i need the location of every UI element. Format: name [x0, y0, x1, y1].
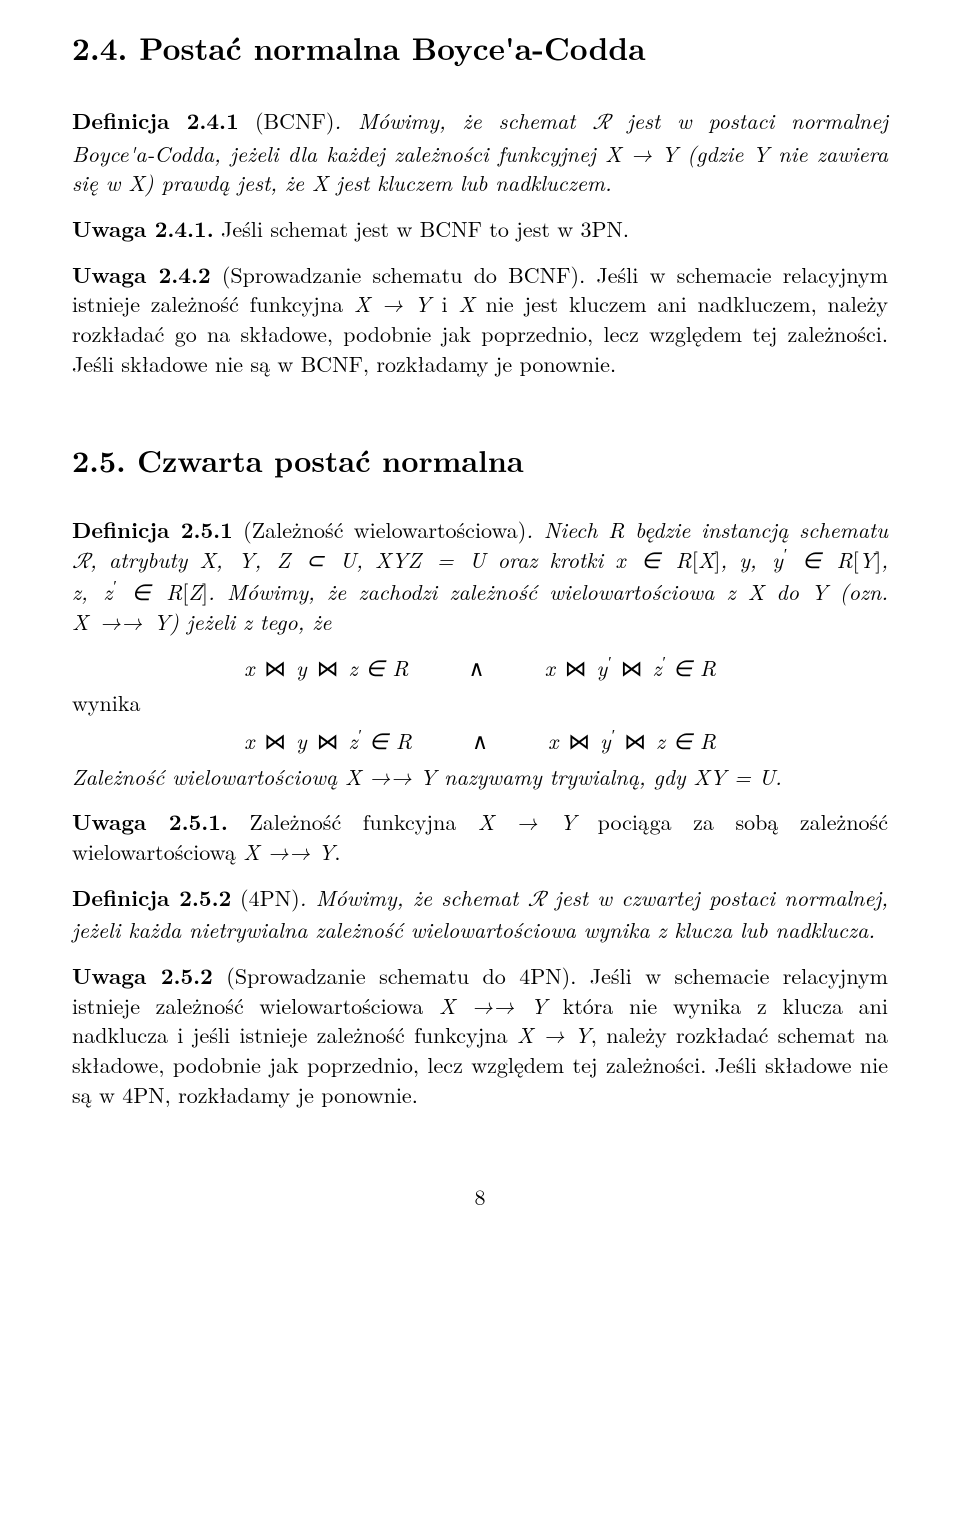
equation-row-1: x ⋈ y ⋈ z ∈ R ∧ x ⋈ y′ ⋈ z′ ∈ R: [72, 653, 888, 683]
trivial-dependency: Zależność wielowartościową X →→ Y nazywa…: [72, 762, 888, 792]
uwaga-2-5-1: Uwaga 2.5.1. Zależność funkcyjna X → Y p…: [72, 807, 888, 866]
definition-2-5-2: Definicja 2.5.2 (4PN). Mówimy, że schema…: [72, 883, 888, 945]
definition-2-5-1: Definicja 2.5.1 (Zależność wielowartości…: [72, 515, 888, 637]
uwaga-2-4-2-label: Uwaga 2.4.2: [72, 259, 211, 290]
def-2-4-1-label: Definicja 2.4.1: [72, 105, 239, 136]
uwaga-2-5-2: Uwaga 2.5.2 (Sprowadzanie schematu do 4P…: [72, 961, 888, 1109]
page-number: 8: [72, 1182, 888, 1212]
section-2-4-title: 2.4. Postać normalna Boyce'a-Codda: [72, 28, 888, 70]
eq1-right: x ⋈ y′ ⋈ z′ ∈ R: [545, 653, 716, 683]
eq2-left: x ⋈ y ⋈ z′ ∈ R: [244, 726, 412, 756]
uwaga-2-4-1-body: Jeśli schemat jest w BCNF to jest w 3PN.: [214, 213, 629, 244]
eq2-right: x ⋈ y′ ⋈ z ∈ R: [548, 726, 716, 756]
uwaga-2-4-2-paren: (Sprowadzanie schematu do BCNF): [211, 259, 579, 290]
uwaga-2-4-2: Uwaga 2.4.2 (Sprowadzanie schematu do BC…: [72, 260, 888, 379]
uwaga-2-5-1-label: Uwaga 2.5.1.: [72, 806, 228, 837]
equation-row-2: x ⋈ y ⋈ z′ ∈ R ∧ x ⋈ y′ ⋈ z ∈ R: [72, 726, 888, 756]
document-page: 2.4. Postać normalna Boyce'a-Codda Defin…: [0, 0, 960, 1251]
eq1-left: x ⋈ y ⋈ z ∈ R: [244, 653, 408, 683]
wynika-label: wynika: [72, 688, 888, 718]
uwaga-2-4-1-label: Uwaga 2.4.1.: [72, 213, 214, 244]
def-2-5-2-label: Definicja 2.5.2: [72, 882, 231, 913]
def-2-5-1-label: Definicja 2.5.1: [72, 514, 233, 545]
uwaga-2-5-2-label: Uwaga 2.5.2: [72, 960, 213, 991]
def-2-5-2-paren: (4PN): [231, 882, 299, 913]
def-2-5-1-paren: (Zależność wielowartościowa): [233, 514, 526, 545]
eq2-wedge: ∧: [472, 726, 488, 756]
uwaga-2-5-2-paren: (Sprowadzanie schematu do 4PN): [213, 960, 570, 991]
section-2-5-title: 2.5. Czwarta postać normalna: [72, 440, 888, 481]
uwaga-2-4-1: Uwaga 2.4.1. Jeśli schemat jest w BCNF t…: [72, 214, 888, 244]
def-2-4-1-paren: (BCNF): [239, 105, 335, 136]
definition-2-4-1: Definicja 2.4.1 (BCNF). Mówimy, że schem…: [72, 106, 888, 198]
eq1-wedge: ∧: [468, 653, 484, 683]
